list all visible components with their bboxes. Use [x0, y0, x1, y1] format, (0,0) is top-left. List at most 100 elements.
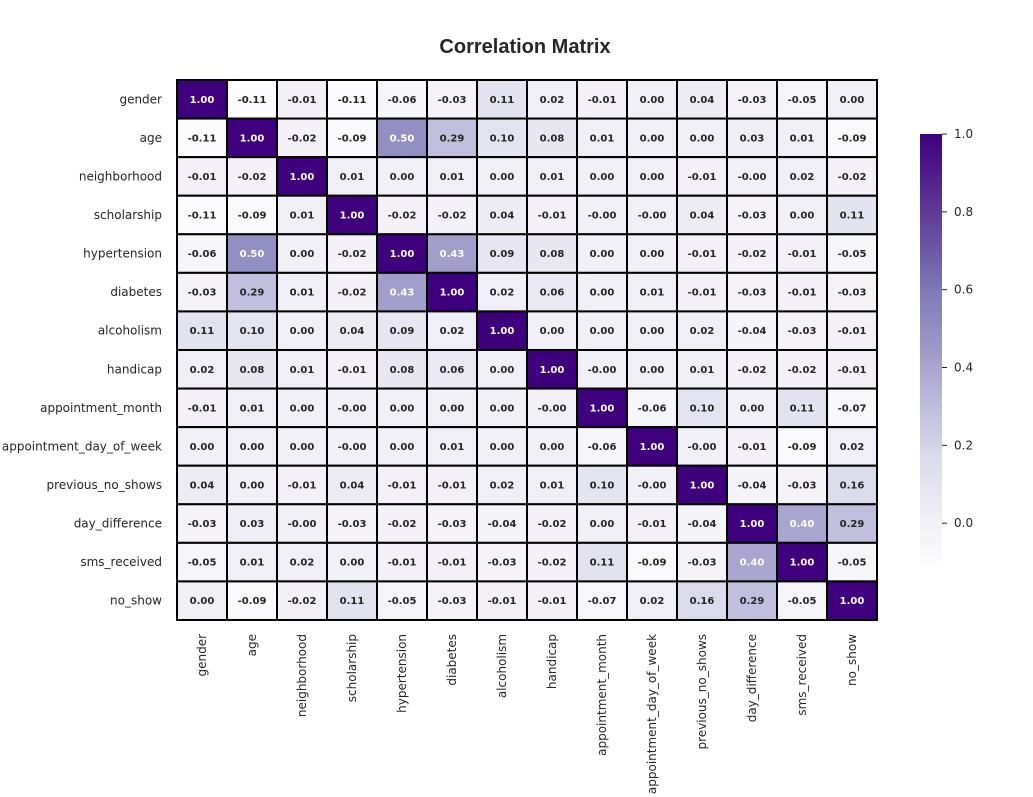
heatmap-cell [576, 580, 628, 621]
cell-value-label: 0.04 [690, 95, 715, 106]
x-tick-label: no_show [845, 634, 859, 686]
colorbar-tick-label: 1.0 [954, 127, 973, 141]
cell-value-label: 0.01 [590, 133, 615, 144]
colorbar-tick-label: 0.4 [954, 361, 973, 375]
cell-value-label: 0.00 [290, 326, 315, 337]
cell-value-label: -0.01 [338, 365, 367, 376]
cell-value-label: 0.04 [340, 326, 365, 337]
cell-value-label: 0.01 [790, 133, 815, 144]
cell-value-label: 0.02 [540, 95, 565, 106]
heatmap-cell [726, 79, 778, 120]
heatmap-cell [626, 387, 678, 429]
colorbar-tick-label: 0.0 [954, 516, 973, 530]
cell-value-label: 0.00 [290, 442, 315, 453]
cell-value-label: 0.00 [590, 326, 615, 337]
cell-value-label: 0.02 [690, 326, 715, 337]
cell-value-label: 0.02 [790, 172, 815, 183]
heatmap-cell [376, 233, 428, 274]
cell-value-label: 1.00 [640, 442, 665, 453]
cell-value-label: -0.03 [438, 519, 467, 530]
heatmap-cell [226, 117, 278, 159]
cell-value-label: 0.00 [290, 249, 315, 260]
cell-value-label: -0.09 [638, 558, 667, 569]
cell-value-label: 0.00 [590, 249, 615, 260]
cell-value-label: -0.02 [538, 519, 567, 530]
x-tick-label: handicap [545, 634, 559, 689]
heatmap-cell [476, 580, 528, 621]
cell-value-label: 0.01 [240, 558, 265, 569]
heatmap-cell [826, 503, 878, 544]
heatmap-cell [776, 233, 828, 274]
colorbar-tick-label: 0.2 [954, 438, 973, 452]
cell-value-label: -0.04 [738, 326, 767, 337]
heatmap-cell [176, 426, 228, 467]
heatmap-cell [726, 348, 778, 390]
cell-value-label: -0.03 [188, 288, 217, 299]
cell-value-label: -0.11 [238, 95, 267, 106]
heatmap-cell [176, 156, 228, 197]
heatmap-cell [626, 348, 678, 390]
cell-value-label: 0.00 [590, 288, 615, 299]
heatmap-cell [526, 156, 578, 197]
y-tick-label: gender [119, 92, 162, 106]
heatmap-cell [476, 503, 528, 544]
cell-value-label: 0.04 [690, 210, 715, 221]
cell-value-label: 0.10 [490, 133, 515, 144]
cell-value-label: -0.01 [388, 558, 417, 569]
cell-value-label: 1.00 [540, 365, 565, 376]
cell-value-label: 0.10 [590, 480, 615, 491]
cell-value-label: 1.00 [290, 172, 315, 183]
cell-value-label: 0.00 [690, 133, 715, 144]
cell-value-label: 0.11 [840, 210, 865, 221]
cell-value-label: 0.02 [490, 288, 515, 299]
cell-value-label: 0.40 [740, 558, 765, 569]
cell-value-label: -0.01 [588, 95, 617, 106]
cell-value-label: -0.03 [438, 596, 467, 607]
heatmap-cell [276, 156, 328, 197]
cell-value-label: 0.02 [640, 596, 665, 607]
cell-value-label: 0.02 [190, 365, 215, 376]
cell-value-label: 0.01 [440, 172, 465, 183]
cell-value-label: 0.02 [490, 480, 515, 491]
cell-value-label: 0.50 [240, 249, 265, 260]
cell-value-label: 0.01 [540, 480, 565, 491]
cell-value-label: 0.10 [690, 403, 715, 414]
cell-value-label: 0.00 [190, 596, 215, 607]
cell-value-label: 1.00 [390, 249, 415, 260]
cell-value-label: 0.40 [790, 519, 815, 530]
heatmap-cell [826, 233, 878, 274]
cell-value-label: 0.29 [240, 288, 265, 299]
heatmap-cell [726, 194, 778, 236]
cell-value-label: 0.00 [490, 442, 515, 453]
cell-value-label: 0.03 [740, 133, 765, 144]
cell-value-label: -0.02 [338, 288, 367, 299]
cell-value-label: 1.00 [490, 326, 515, 337]
cell-value-label: -0.02 [288, 133, 317, 144]
cell-value-label: -0.00 [588, 210, 617, 221]
y-tick-label: age [140, 131, 162, 145]
heatmap-cell [676, 541, 728, 583]
cell-value-label: -0.02 [388, 210, 417, 221]
cell-value-label: 0.00 [640, 133, 665, 144]
cell-value-label: 1.00 [190, 95, 215, 106]
heatmap-cell [476, 271, 528, 313]
cell-value-label: -0.01 [838, 326, 867, 337]
cell-value-label: 0.00 [540, 442, 565, 453]
cell-value-label: -0.00 [288, 519, 317, 530]
cell-value-label: -0.01 [838, 365, 867, 376]
cell-value-label: 0.01 [290, 288, 315, 299]
cell-value-label: -0.00 [338, 442, 367, 453]
cell-value-label: 0.10 [240, 326, 265, 337]
cell-value-label: -0.03 [688, 558, 717, 569]
heatmap-cell [326, 580, 378, 621]
heatmap-cell [426, 194, 478, 236]
cell-value-label: 0.00 [390, 172, 415, 183]
cell-value-label: -0.11 [338, 95, 367, 106]
x-tick-label: age [245, 634, 259, 656]
heatmap-cell [476, 464, 528, 506]
y-tick-label: handicap [107, 362, 162, 376]
cell-value-label: -0.01 [788, 249, 817, 260]
cell-value-label: -0.05 [388, 596, 417, 607]
y-tick-label: sms_received [80, 555, 162, 569]
heatmap-cell [676, 233, 728, 274]
